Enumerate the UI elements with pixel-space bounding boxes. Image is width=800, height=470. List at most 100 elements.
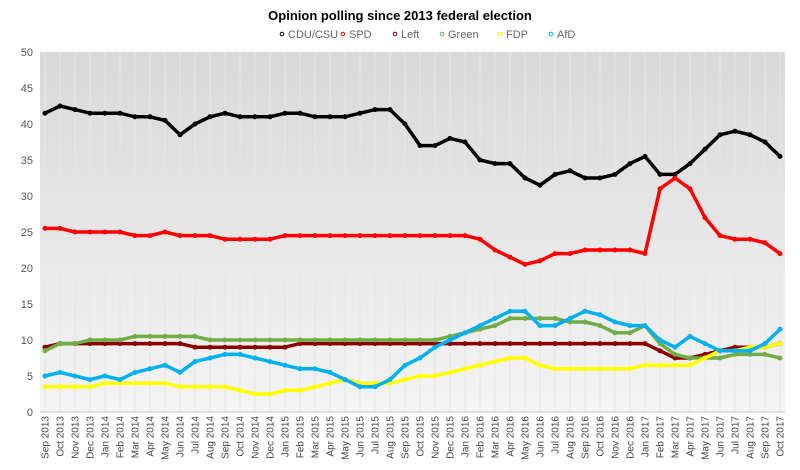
data-point: [102, 110, 108, 116]
data-point: [357, 384, 363, 390]
data-point: [612, 319, 618, 325]
data-point: [237, 351, 243, 357]
x-tick-label: Jan 2015: [281, 416, 292, 458]
data-point: [642, 251, 648, 257]
x-tick-label: May 2017: [701, 416, 712, 460]
x-tick-label: Feb 2016: [476, 416, 487, 459]
data-point: [267, 236, 273, 242]
data-point: [237, 387, 243, 393]
data-point: [282, 110, 288, 116]
legend-marker-fdp: [497, 31, 503, 37]
data-point: [417, 143, 423, 149]
data-point: [162, 333, 168, 339]
data-point: [552, 323, 558, 329]
data-point: [297, 337, 303, 343]
series-afd: [42, 308, 783, 390]
data-point: [567, 366, 573, 372]
x-tick-label: Mar 2014: [131, 416, 142, 459]
data-point: [207, 355, 213, 361]
data-point: [177, 333, 183, 339]
data-point: [297, 387, 303, 393]
data-point: [372, 107, 378, 113]
series-line: [43, 176, 782, 267]
data-point: [597, 341, 603, 347]
x-tick-label: Jul 2014: [191, 416, 202, 454]
data-point: [117, 229, 123, 235]
data-point: [612, 330, 618, 336]
data-point: [702, 215, 708, 221]
x-tick-label: Jan 2016: [461, 416, 472, 458]
data-point: [537, 315, 543, 321]
x-tick-label: Sep 2015: [401, 416, 412, 459]
data-point: [237, 344, 243, 350]
data-point: [657, 362, 663, 368]
data-point: [447, 369, 453, 375]
data-point: [732, 128, 738, 134]
data-point: [417, 233, 423, 239]
data-point: [537, 182, 543, 188]
data-point: [507, 308, 513, 314]
series-line: [43, 104, 782, 187]
data-point: [147, 341, 153, 347]
data-point: [492, 323, 498, 329]
x-tick-label: Jul 2017: [731, 416, 742, 454]
data-point: [252, 391, 258, 397]
data-point: [222, 236, 228, 242]
data-point: [537, 362, 543, 368]
data-point: [162, 380, 168, 386]
data-point: [297, 366, 303, 372]
data-point: [462, 341, 468, 347]
data-point: [192, 384, 198, 390]
data-point: [102, 380, 108, 386]
data-point: [672, 351, 678, 357]
x-tick-label: Apr 2014: [146, 416, 157, 457]
legend-marker-afd: [548, 31, 554, 37]
data-point: [447, 135, 453, 141]
x-tick-label: Sep 2016: [581, 416, 592, 459]
data-point: [312, 233, 318, 239]
data-point: [747, 132, 753, 138]
data-point: [162, 117, 168, 123]
data-point: [222, 344, 228, 350]
y-tick-label: 20: [21, 263, 33, 275]
data-point: [342, 337, 348, 343]
y-tick-label: 0: [27, 407, 33, 419]
data-point: [432, 143, 438, 149]
data-point: [387, 337, 393, 343]
data-point: [72, 341, 78, 347]
data-point: [282, 362, 288, 368]
data-point: [87, 377, 93, 383]
data-point: [57, 225, 63, 231]
data-point: [492, 247, 498, 253]
data-point: [627, 330, 633, 336]
data-point: [132, 369, 138, 375]
y-tick-label: 15: [21, 299, 33, 311]
data-point: [72, 107, 78, 113]
x-tick-label: Jan 2014: [101, 416, 112, 458]
x-tick-label: Mar 2016: [491, 416, 502, 459]
data-point: [492, 315, 498, 321]
data-point: [102, 373, 108, 379]
data-point: [132, 341, 138, 347]
data-point: [282, 387, 288, 393]
data-point: [417, 373, 423, 379]
data-point: [597, 323, 603, 329]
x-tick-label: Mar 2015: [311, 416, 322, 459]
data-point: [507, 254, 513, 260]
data-point: [507, 355, 513, 361]
data-point: [612, 366, 618, 372]
data-point: [372, 384, 378, 390]
data-point: [267, 344, 273, 350]
data-point: [687, 355, 693, 361]
data-point: [87, 384, 93, 390]
data-point: [567, 315, 573, 321]
x-tick-label: Feb 2017: [656, 416, 667, 459]
x-tick-label: Sep 2017: [761, 416, 772, 459]
data-point: [462, 330, 468, 336]
data-point: [372, 337, 378, 343]
data-point: [702, 355, 708, 361]
data-point: [447, 337, 453, 343]
x-tick-label: Nov 2013: [71, 416, 82, 459]
data-point: [432, 233, 438, 239]
data-point: [762, 139, 768, 145]
